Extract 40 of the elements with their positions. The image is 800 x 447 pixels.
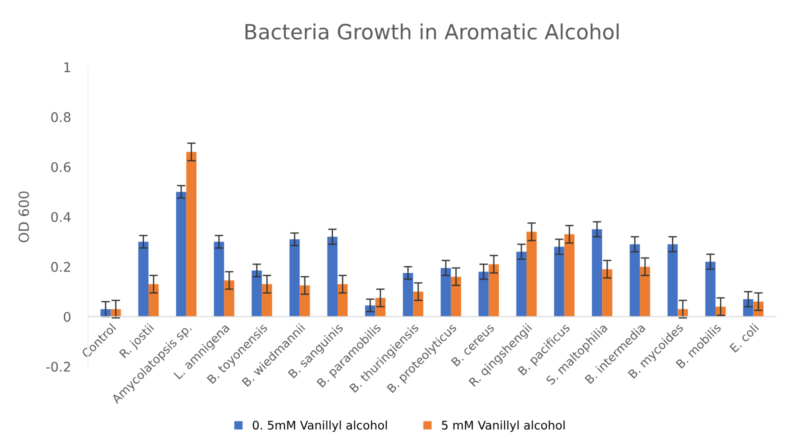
legend-label: 5 mM Vanillyl alcohol — [442, 420, 565, 432]
bar — [186, 152, 196, 317]
bar — [705, 262, 716, 317]
bar — [526, 232, 537, 317]
bar — [564, 234, 575, 317]
bar — [450, 276, 462, 317]
bar — [478, 272, 489, 317]
bar — [592, 229, 602, 317]
y-tick-label: 0.4 — [51, 212, 71, 222]
y-axis-title: OD 600 — [18, 191, 30, 242]
bar — [148, 284, 159, 317]
bar — [668, 244, 678, 317]
bar — [640, 266, 650, 317]
bar — [327, 236, 338, 317]
bar — [224, 280, 234, 317]
y-tick-label: 0 — [64, 312, 70, 322]
y-tick-label: -0.2 — [46, 362, 70, 372]
bar — [252, 270, 262, 317]
bar — [602, 269, 612, 317]
bar — [440, 268, 451, 317]
bar — [402, 272, 414, 317]
bar — [262, 284, 272, 317]
bar — [214, 242, 224, 317]
bar — [289, 239, 300, 317]
bar — [516, 252, 527, 317]
bar — [488, 264, 499, 317]
y-tick-label: 0.8 — [51, 112, 70, 122]
bar — [630, 244, 640, 317]
chart-title: Bacteria Growth in Aromatic Alcohol — [246, 23, 619, 40]
y-tick-label: 1 — [64, 62, 70, 72]
bar — [337, 284, 348, 317]
bar — [413, 292, 424, 317]
y-tick-label: 0.2 — [51, 262, 70, 272]
y-tick-label: 0.6 — [51, 162, 71, 172]
bar — [554, 246, 564, 317]
bar — [176, 192, 186, 317]
legend-label: 0. 5mM Vanillyl alcohol — [252, 420, 387, 432]
bar — [138, 242, 148, 317]
bar — [300, 285, 310, 317]
x-tick-label: E. coli — [729, 322, 759, 353]
